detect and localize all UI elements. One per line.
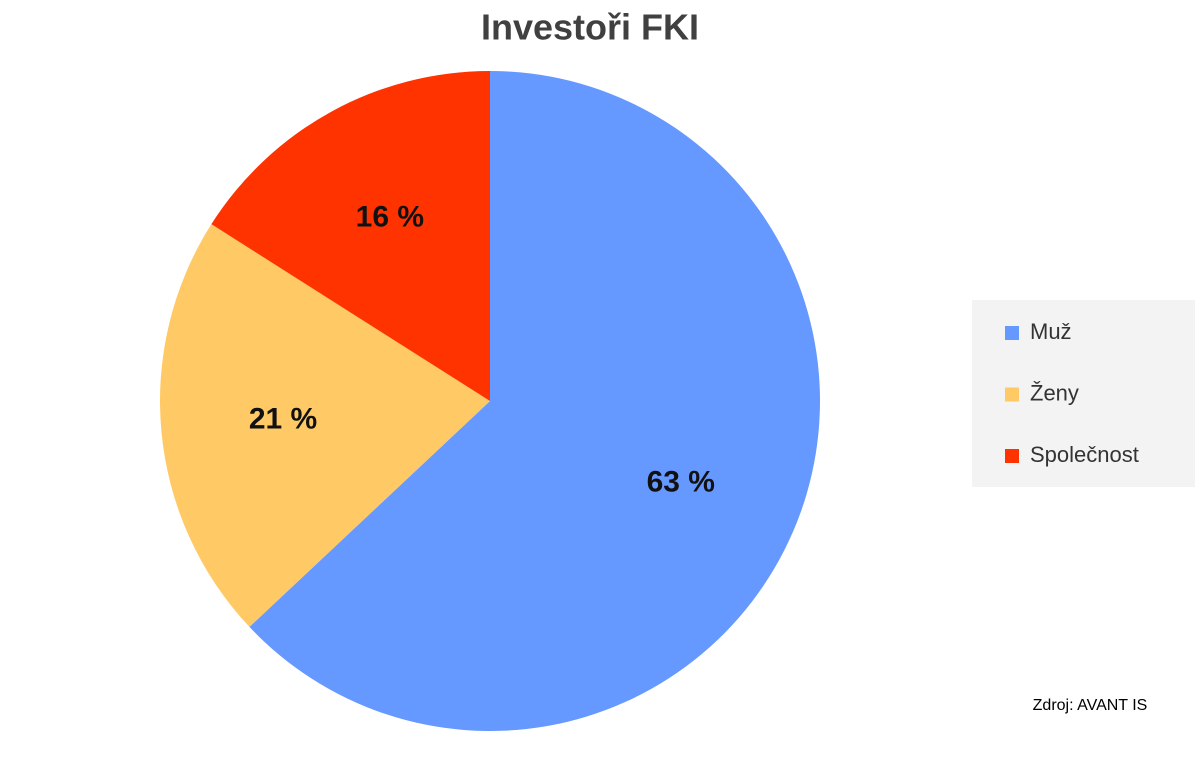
legend-swatch (1005, 326, 1019, 340)
chart-title: Investoři FKI (481, 7, 699, 48)
pie-slice (211, 71, 491, 401)
legend-swatch (1005, 387, 1019, 402)
pie-slice (249, 71, 820, 731)
legend-label: Ženy (1030, 380, 1079, 405)
data-label: 21 % (249, 402, 317, 435)
data-label: 16 % (356, 201, 424, 234)
pie-slice (159, 224, 490, 627)
legend-label: Muž (1030, 319, 1072, 344)
source-note: Zdroj: AVANT IS (1033, 697, 1148, 714)
data-label: 63 % (647, 465, 715, 498)
legend-label: Společnost (1030, 442, 1139, 467)
legend-swatch (1005, 449, 1019, 463)
